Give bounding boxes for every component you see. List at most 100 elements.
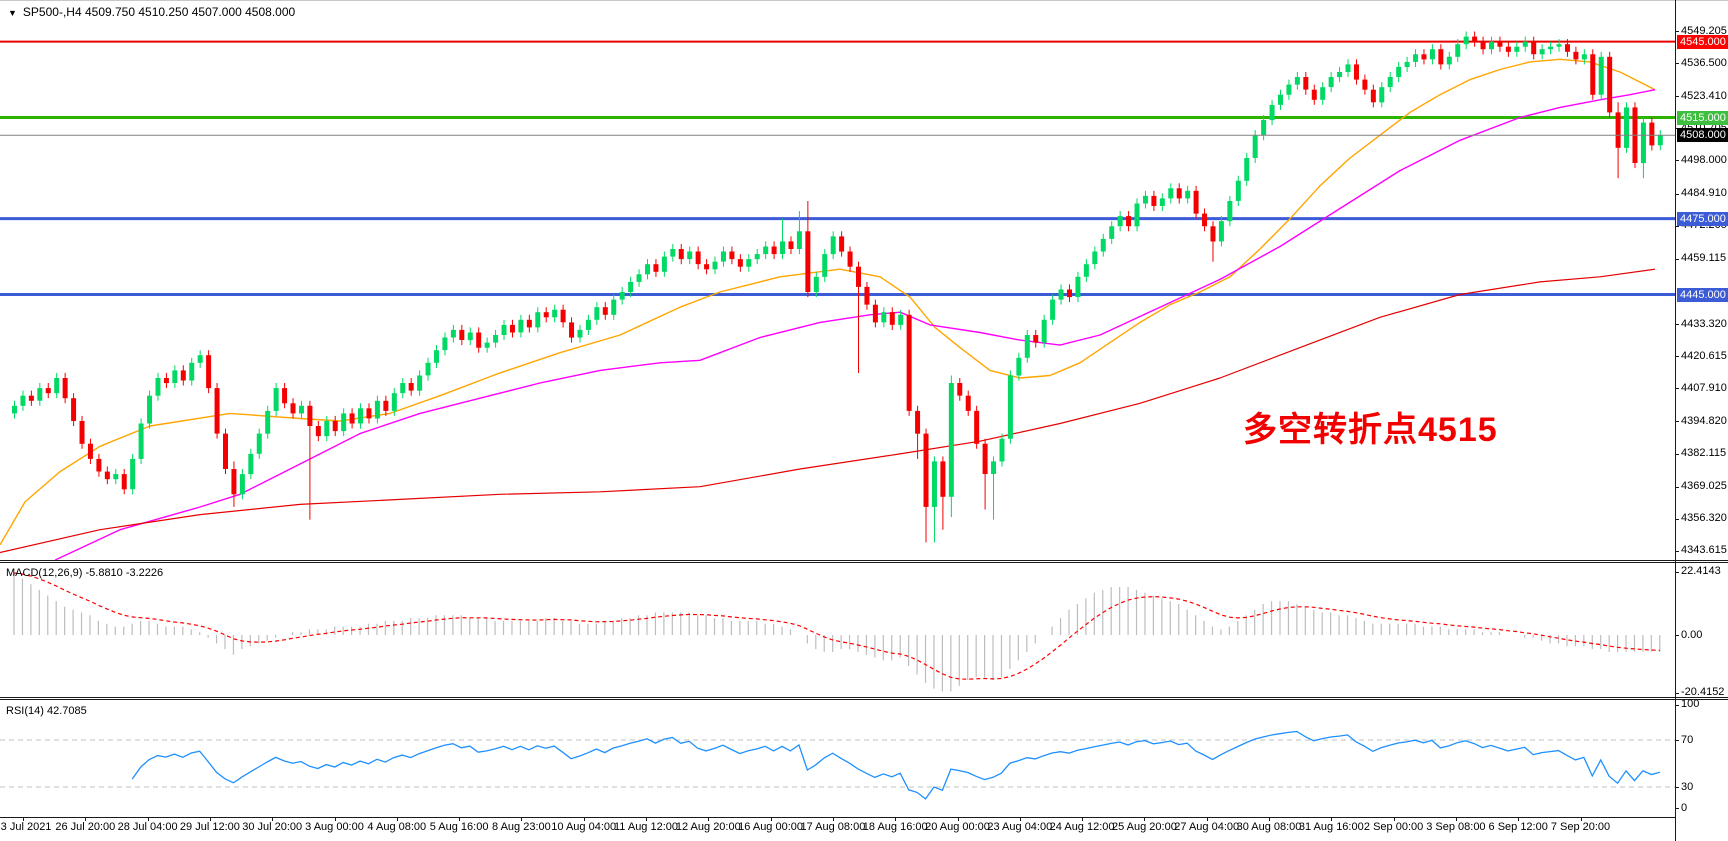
time-tick-label: 25 Aug 20:00 xyxy=(1111,821,1177,833)
macd-tick-label: -20.4152 xyxy=(1681,686,1725,699)
time-tick-label: 23 Jul 2021 xyxy=(0,821,52,833)
rsi-value: 42.7085 xyxy=(46,705,87,717)
price-line-badge: 4515.000 xyxy=(1677,110,1728,125)
panel-separator[interactable] xyxy=(0,697,1728,700)
time-tick-label: 5 Aug 16:00 xyxy=(429,821,489,833)
time-tick-mark xyxy=(23,817,24,821)
price-tick-mark xyxy=(1675,258,1679,260)
price-tick-mark xyxy=(1675,356,1679,358)
price-tick-mark xyxy=(1675,453,1679,455)
rsi-tick-mark xyxy=(1675,808,1679,809)
rsi-tick-mark xyxy=(1675,787,1679,788)
rsi-label: RSI(14) 42.7085 xyxy=(6,705,87,717)
price-tick-label: 4382.115 xyxy=(1681,447,1727,460)
time-tick-mark xyxy=(1144,817,1146,821)
dropdown-arrow-icon: ▼ xyxy=(8,8,17,18)
price-tick-mark xyxy=(1675,31,1679,32)
time-tick-label: 16 Aug 00:00 xyxy=(738,821,804,833)
ohlc-values: 4509.750 4510.250 4507.000 4508.000 xyxy=(84,5,296,19)
time-tick-label: 26 Jul 20:00 xyxy=(55,821,116,833)
time-tick-label: 29 Jul 12:00 xyxy=(179,821,240,833)
time-tick-mark xyxy=(1393,817,1395,821)
time-tick-label: 11 Aug 12:00 xyxy=(613,821,679,833)
time-tick-label: 3 Sep 08:00 xyxy=(1426,821,1486,833)
time-tick-label: 7 Sep 20:00 xyxy=(1550,821,1611,833)
time-tick-label: 17 Aug 08:00 xyxy=(800,821,866,833)
macd-tick-label: 22.4143 xyxy=(1681,565,1721,578)
price-tick-mark xyxy=(1675,96,1679,98)
price-tick-label: 4420.615 xyxy=(1681,349,1727,362)
price-line-badge: 4508.000 xyxy=(1677,128,1728,143)
price-tick-label: 4498.000 xyxy=(1681,153,1727,166)
price-tick-label: 4369.025 xyxy=(1681,480,1727,493)
price-tick-label: 4394.820 xyxy=(1681,414,1727,427)
time-tick-mark xyxy=(521,817,523,821)
price-tick-label: 4407.910 xyxy=(1681,381,1727,394)
time-tick-mark xyxy=(209,817,211,821)
time-tick-label: 28 Jul 04:00 xyxy=(117,821,178,833)
time-tick-label: 12 Aug 20:00 xyxy=(675,821,741,833)
macd-label: MACD(12,26,9) -5.8810 -3.2226 xyxy=(6,567,164,579)
time-tick-label: 3 Aug 00:00 xyxy=(305,821,364,833)
time-tick-label: 10 Aug 04:00 xyxy=(551,821,617,833)
time-tick-mark xyxy=(396,817,398,821)
rsi-tick-mark xyxy=(1675,704,1679,706)
price-tick-label: 4536.500 xyxy=(1681,56,1727,69)
price-tick-mark xyxy=(1675,193,1679,195)
panel-separator[interactable] xyxy=(0,560,1728,563)
price-tick-label: 4484.910 xyxy=(1681,187,1727,200)
price-tick-mark xyxy=(1675,518,1679,520)
price-tick-mark xyxy=(1675,550,1679,552)
time-tick-label: 31 Aug 16:00 xyxy=(1298,821,1364,833)
price-tick-mark xyxy=(1675,225,1679,227)
price-tick-mark xyxy=(1675,486,1679,488)
time-tick-mark xyxy=(1269,817,1270,821)
macd-values: -5.8810 -3.2226 xyxy=(85,567,164,579)
time-tick-mark xyxy=(147,817,149,821)
rsi-indicator-canvas[interactable] xyxy=(0,701,1675,816)
time-axis-line xyxy=(0,817,1675,818)
time-tick-mark xyxy=(1331,817,1333,821)
price-line-badge: 4475.000 xyxy=(1677,211,1728,226)
macd-tick-mark xyxy=(1675,571,1679,573)
window-top-border xyxy=(0,0,1728,1)
price-tick-label: 4433.320 xyxy=(1681,317,1727,330)
price-chart-canvas[interactable] xyxy=(0,0,1675,560)
time-tick-mark xyxy=(770,817,772,821)
time-tick-label: 18 Aug 16:00 xyxy=(862,821,928,833)
rsi-tick-label: 30 xyxy=(1681,780,1694,793)
macd-indicator-canvas[interactable] xyxy=(0,563,1675,697)
time-tick-mark xyxy=(1455,817,1457,821)
rsi-tick-label: 70 xyxy=(1681,733,1694,746)
time-tick-mark xyxy=(459,817,461,821)
time-tick-label: 2 Sep 00:00 xyxy=(1363,821,1424,833)
time-tick-mark xyxy=(708,817,710,821)
time-tick-mark xyxy=(85,817,87,821)
time-tick-label: 4 Aug 08:00 xyxy=(367,821,427,833)
time-tick-mark xyxy=(895,817,897,821)
time-tick-label: 8 Aug 23:00 xyxy=(492,821,551,833)
time-tick-label: 23 Aug 04:00 xyxy=(987,821,1053,833)
price-tick-label: 4356.320 xyxy=(1681,512,1727,525)
price-line-badge: 4445.000 xyxy=(1677,287,1728,302)
rsi-tick-mark xyxy=(1675,740,1679,741)
time-tick-mark xyxy=(272,817,274,821)
price-tick-mark xyxy=(1675,160,1679,162)
time-tick-mark xyxy=(583,817,585,821)
time-tick-mark xyxy=(1580,817,1582,821)
time-tick-label: 30 Aug 08:00 xyxy=(1236,821,1302,833)
price-tick-label: 4549.205 xyxy=(1681,24,1727,37)
price-tick-mark xyxy=(1675,63,1679,65)
time-tick-mark xyxy=(1206,817,1208,821)
time-tick-mark xyxy=(832,817,834,821)
price-tick-label: 4343.615 xyxy=(1681,544,1727,557)
price-tick-mark xyxy=(1675,324,1679,326)
chart-header: ▼ SP500-,H4 4509.750 4510.250 4507.000 45… xyxy=(8,5,295,19)
price-tick-label: 4459.115 xyxy=(1681,252,1727,265)
time-tick-mark xyxy=(1082,817,1084,821)
price-line-badge: 4545.000 xyxy=(1677,34,1728,49)
macd-tick-mark xyxy=(1675,692,1679,694)
time-tick-label: 24 Aug 12:00 xyxy=(1049,821,1115,833)
time-tick-mark xyxy=(334,817,336,821)
